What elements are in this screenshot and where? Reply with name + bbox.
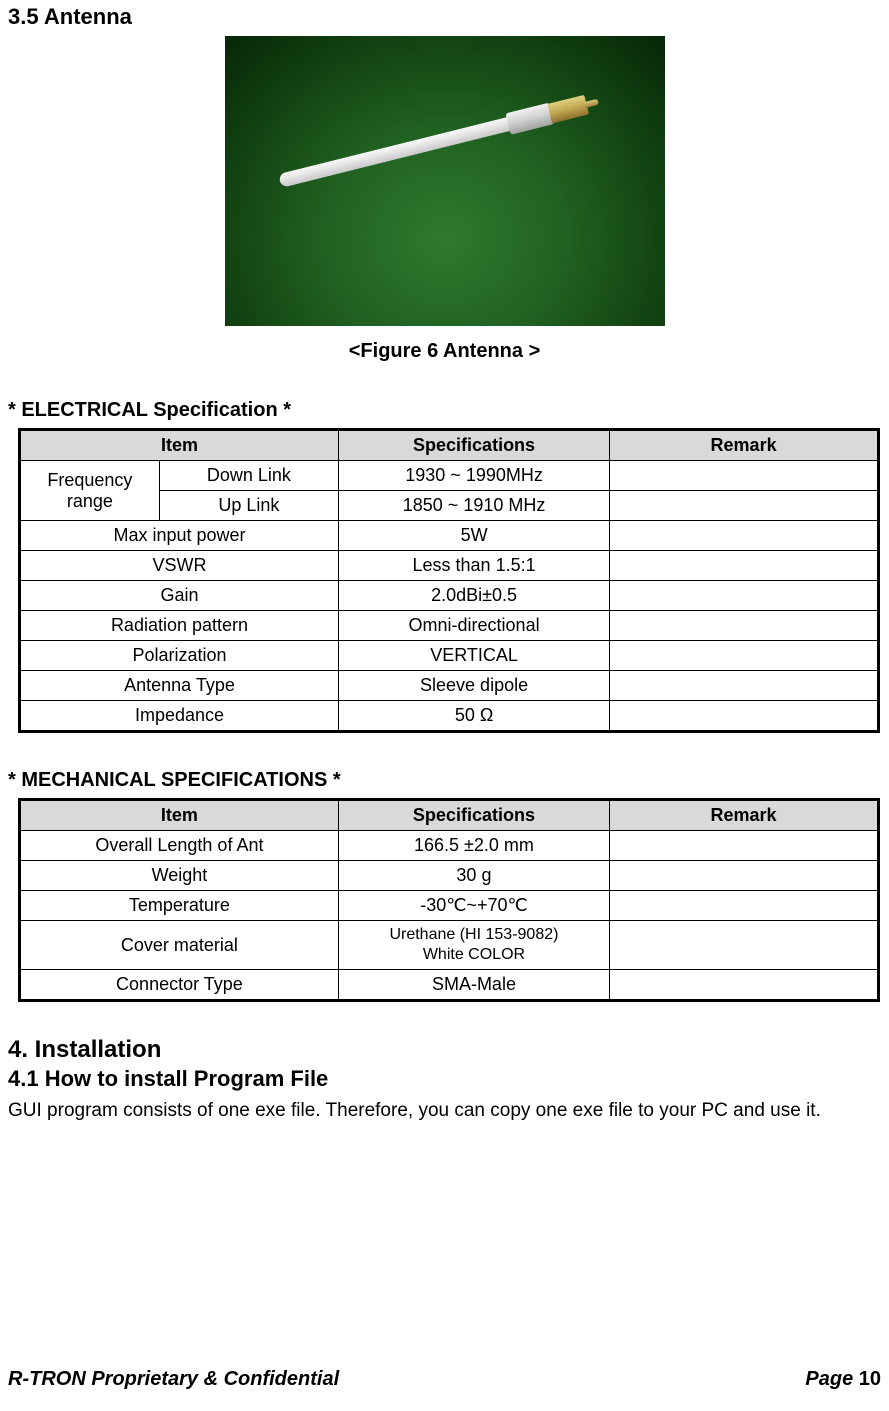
cell-item: Max input power <box>20 521 339 551</box>
cell-spec: Sleeve dipole <box>338 671 609 701</box>
header-spec: Specifications <box>338 430 609 461</box>
mechanical-spec-heading: * MECHANICAL SPECIFICATIONS * <box>8 769 881 792</box>
table-row: Temperature -30℃~+70℃ <box>20 891 879 921</box>
table-row: Radiation pattern Omni-directional <box>20 611 879 641</box>
footer-page-number: 10 <box>859 1368 881 1390</box>
cell-spec: Less than 1.5:1 <box>338 551 609 581</box>
table-header-row: Item Specifications Remark <box>20 430 879 461</box>
cell-item: Antenna Type <box>20 671 339 701</box>
header-remark: Remark <box>610 430 879 461</box>
cell-spec: 2.0dBi±0.5 <box>338 581 609 611</box>
cell-spec: 30 g <box>338 861 609 891</box>
cell-spec: VERTICAL <box>338 641 609 671</box>
mechanical-spec-table: Item Specifications Remark Overall Lengt… <box>18 798 880 1002</box>
cell-spec: Omni-directional <box>338 611 609 641</box>
figure-caption: <Figure 6 Antenna > <box>8 340 881 363</box>
table-row: Cover material Urethane (HI 153-9082) Wh… <box>20 921 879 970</box>
cell-spec: -30℃~+70℃ <box>338 891 609 921</box>
footer-left: R-TRON Proprietary & Confidential <box>8 1368 339 1391</box>
electrical-spec-heading: * ELECTRICAL Specification * <box>8 399 881 422</box>
cell-remark <box>610 461 879 491</box>
cell-item: Polarization <box>20 641 339 671</box>
header-item: Item <box>20 430 339 461</box>
cell-item: Radiation pattern <box>20 611 339 641</box>
footer-page-label: Page <box>805 1368 858 1390</box>
cell-remark <box>610 970 879 1001</box>
antenna-joint <box>505 103 554 135</box>
cell-remark <box>610 671 879 701</box>
cell-remark <box>610 861 879 891</box>
footer-right: Page 10 <box>805 1368 881 1391</box>
cell-item: Overall Length of Ant <box>20 831 339 861</box>
cell-remark <box>610 521 879 551</box>
antenna-photo <box>225 36 665 326</box>
cell-item: Connector Type <box>20 970 339 1001</box>
cell-remark <box>610 641 879 671</box>
cell-remark <box>610 891 879 921</box>
cell-item: Gain <box>20 581 339 611</box>
antenna-connector <box>547 95 589 124</box>
cell-spec-line1: Urethane (HI 153-9082) <box>345 925 603 945</box>
cell-item: VSWR <box>20 551 339 581</box>
cell-spec: 50 Ω <box>338 701 609 732</box>
table-header-row: Item Specifications Remark <box>20 800 879 831</box>
cell-spec: 166.5 ±2.0 mm <box>338 831 609 861</box>
cell-remark <box>610 491 879 521</box>
cell-item: Frequency range <box>20 461 160 521</box>
table-row: Frequency range Down Link 1930 ~ 1990MHz <box>20 461 879 491</box>
installation-subheading: 4.1 How to install Program File <box>8 1066 881 1092</box>
cell-remark <box>610 581 879 611</box>
table-row: Max input power 5W <box>20 521 879 551</box>
installation-body: GUI program consists of one exe file. Th… <box>8 1098 881 1125</box>
cell-spec-line2: White COLOR <box>345 945 603 965</box>
page-footer: R-TRON Proprietary & Confidential Page 1… <box>8 1368 881 1391</box>
cell-item: Impedance <box>20 701 339 732</box>
header-spec: Specifications <box>338 800 609 831</box>
cell-subitem: Up Link <box>159 491 338 521</box>
table-row: Polarization VERTICAL <box>20 641 879 671</box>
figure-wrapper: <Figure 6 Antenna > <box>8 36 881 363</box>
header-remark: Remark <box>610 800 879 831</box>
table-row: Impedance 50 Ω <box>20 701 879 732</box>
document-page: 3.5 Antenna <Figure 6 Antenna > * ELECTR… <box>0 4 889 1411</box>
table-row: Antenna Type Sleeve dipole <box>20 671 879 701</box>
cell-item: Weight <box>20 861 339 891</box>
cell-item: Cover material <box>20 921 339 970</box>
table-row: Connector Type SMA-Male <box>20 970 879 1001</box>
cell-spec: 1850 ~ 1910 MHz <box>338 491 609 521</box>
cell-remark <box>610 551 879 581</box>
installation-heading: 4. Installation <box>8 1036 881 1064</box>
cell-spec: 1930 ~ 1990MHz <box>338 461 609 491</box>
table-row: VSWR Less than 1.5:1 <box>20 551 879 581</box>
cell-remark <box>610 921 879 970</box>
cell-remark <box>610 701 879 732</box>
table-row: Gain 2.0dBi±0.5 <box>20 581 879 611</box>
section-heading: 3.5 Antenna <box>8 4 881 30</box>
cell-item: Temperature <box>20 891 339 921</box>
cell-remark <box>610 831 879 861</box>
header-item: Item <box>20 800 339 831</box>
table-row: Overall Length of Ant 166.5 ±2.0 mm <box>20 831 879 861</box>
cell-subitem: Down Link <box>159 461 338 491</box>
cell-spec: Urethane (HI 153-9082) White COLOR <box>338 921 609 970</box>
cell-spec: SMA-Male <box>338 970 609 1001</box>
cell-remark <box>610 611 879 641</box>
cell-spec: 5W <box>338 521 609 551</box>
table-row: Weight 30 g <box>20 861 879 891</box>
electrical-spec-table: Item Specifications Remark Frequency ran… <box>18 428 880 733</box>
